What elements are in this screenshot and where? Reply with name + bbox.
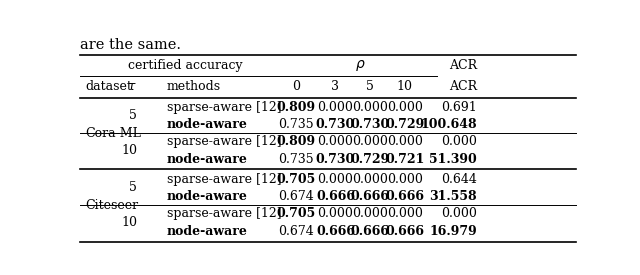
Text: 0.000: 0.000: [352, 207, 388, 220]
Text: 0.000: 0.000: [441, 207, 477, 220]
Text: sparse-aware [12]: sparse-aware [12]: [167, 101, 282, 114]
Text: 0: 0: [292, 81, 300, 94]
Text: 0.730: 0.730: [316, 118, 355, 131]
Text: 0.705: 0.705: [276, 207, 316, 220]
Text: node-aware: node-aware: [167, 225, 248, 238]
Text: 0.705: 0.705: [276, 173, 316, 186]
Text: $\rho$: $\rho$: [355, 58, 365, 73]
Text: 0.000: 0.000: [387, 101, 423, 114]
Text: node-aware: node-aware: [167, 153, 248, 166]
Text: 0.000: 0.000: [317, 135, 353, 148]
Text: Cora-ML: Cora-ML: [85, 127, 141, 140]
Text: 0.730: 0.730: [316, 153, 355, 166]
Text: node-aware: node-aware: [167, 118, 248, 131]
Text: are the same.: are the same.: [80, 38, 181, 52]
Text: 0.691: 0.691: [441, 101, 477, 114]
Text: $\tau$: $\tau$: [127, 81, 137, 94]
Text: 0.735: 0.735: [278, 118, 314, 131]
Text: 5: 5: [366, 81, 374, 94]
Text: 0.735: 0.735: [278, 153, 314, 166]
Text: 0.000: 0.000: [317, 207, 353, 220]
Text: 10: 10: [397, 81, 413, 94]
Text: certified accuracy: certified accuracy: [128, 59, 243, 72]
Text: 0.729: 0.729: [351, 153, 390, 166]
Text: 0.730: 0.730: [351, 118, 390, 131]
Text: 51.390: 51.390: [429, 153, 477, 166]
Text: 0.000: 0.000: [352, 135, 388, 148]
Text: 0.721: 0.721: [385, 153, 424, 166]
Text: 0.666: 0.666: [385, 225, 424, 238]
Text: node-aware: node-aware: [167, 190, 248, 203]
Text: 10: 10: [121, 144, 137, 157]
Text: sparse-aware [12]: sparse-aware [12]: [167, 135, 282, 148]
Text: Citeseer: Citeseer: [85, 199, 138, 212]
Text: dataset: dataset: [85, 81, 132, 94]
Text: 10: 10: [121, 216, 137, 229]
Text: 0.644: 0.644: [441, 173, 477, 186]
Text: ACR: ACR: [449, 81, 477, 94]
Text: 0.666: 0.666: [316, 190, 355, 203]
Text: 0.729: 0.729: [385, 118, 424, 131]
Text: 0.809: 0.809: [276, 135, 316, 148]
Text: 5: 5: [129, 109, 137, 122]
Text: 0.000: 0.000: [387, 207, 423, 220]
Text: 0.000: 0.000: [441, 135, 477, 148]
Text: sparse-aware [12]: sparse-aware [12]: [167, 173, 282, 186]
Text: 0.000: 0.000: [352, 101, 388, 114]
Text: 0.666: 0.666: [385, 190, 424, 203]
Text: 0.666: 0.666: [351, 225, 390, 238]
Text: 0.674: 0.674: [278, 225, 314, 238]
Text: 0.000: 0.000: [387, 173, 423, 186]
Text: 5: 5: [129, 181, 137, 194]
Text: methods: methods: [167, 81, 221, 94]
Text: 0.000: 0.000: [387, 135, 423, 148]
Text: 0.000: 0.000: [317, 101, 353, 114]
Text: 31.558: 31.558: [429, 190, 477, 203]
Text: sparse-aware [12]: sparse-aware [12]: [167, 207, 282, 220]
Text: 16.979: 16.979: [429, 225, 477, 238]
Text: 100.648: 100.648: [420, 118, 477, 131]
Text: 0.809: 0.809: [276, 101, 316, 114]
Text: 0.674: 0.674: [278, 190, 314, 203]
Text: 0.000: 0.000: [352, 173, 388, 186]
Text: 0.666: 0.666: [351, 190, 390, 203]
Text: ACR: ACR: [449, 59, 477, 72]
Text: 0.000: 0.000: [317, 173, 353, 186]
Text: 3: 3: [332, 81, 339, 94]
Text: 0.666: 0.666: [316, 225, 355, 238]
